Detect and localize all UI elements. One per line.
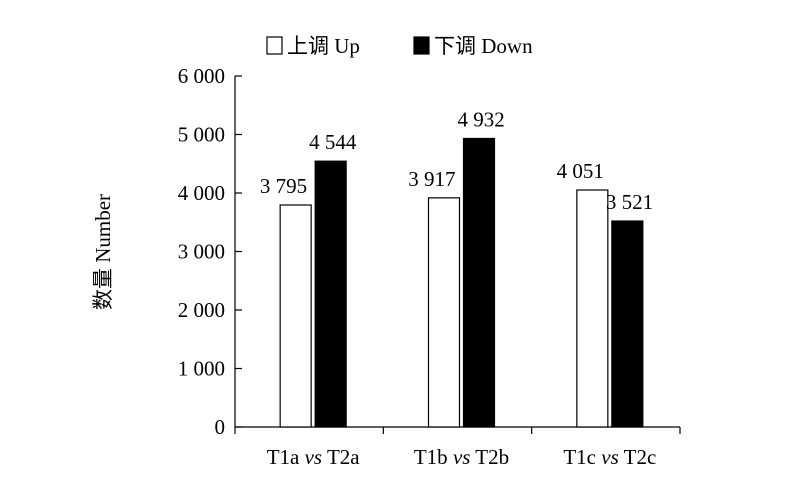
legend-swatch-down [413,36,430,55]
y-tick-label: 5 000 [178,123,225,147]
category-labels: T1a vs T2a T1b vs T2b T1c vs T2c [267,445,657,469]
data-label: 3 795 [260,174,307,198]
legend-label-down: 下调 Down [434,34,533,58]
data-label: 4 544 [309,130,357,154]
y-axis-title: 数量 Number [91,194,115,310]
y-tick-label: 3 000 [178,240,225,264]
y-tick-label: 4 000 [178,181,225,205]
bars [279,137,644,428]
x-ticks [234,427,681,434]
bar-down-1 [314,160,347,428]
bar-up-2 [427,197,461,428]
y-ticks: 0 1 000 2 000 3 000 4 000 5 000 6 000 [178,64,242,439]
legend: 上调 Up 下调 Down [266,34,533,58]
data-label: 3 917 [408,167,455,191]
category-label: T1a vs T2a [267,445,361,469]
bar-up-3 [576,189,609,428]
y-tick-label: 6 000 [178,64,225,88]
legend-label-up: 上调 Up [287,34,360,58]
data-label: 4 932 [458,107,505,131]
data-label: 4 051 [557,159,604,183]
y-tick-label: 1 000 [178,357,225,381]
y-tick-label: 0 [215,415,226,439]
bar-up-1 [279,204,312,428]
data-label: 3 521 [606,190,653,214]
bar-labels: 3 795 3 917 4 051 4 544 4 932 3 521 [260,107,653,214]
category-label: T1c vs T2c [563,445,656,469]
bar-down-2 [462,137,496,428]
y-tick-label: 2 000 [178,298,225,322]
bar-down-3 [611,220,644,428]
legend-swatch-up [266,36,283,55]
category-label: T1b vs T2b [414,445,509,469]
